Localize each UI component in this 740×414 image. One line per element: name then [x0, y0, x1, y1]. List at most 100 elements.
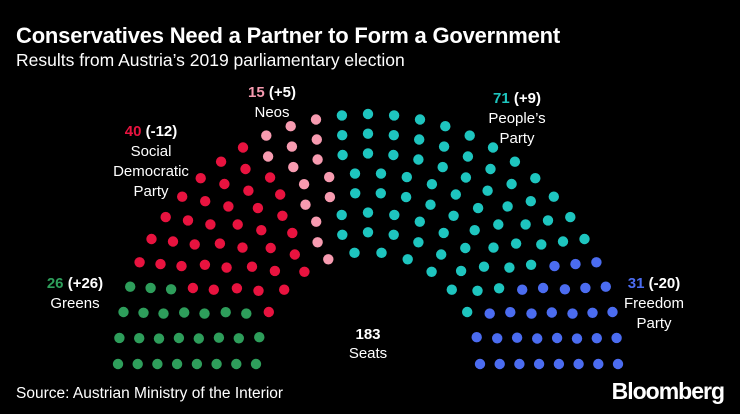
seat-spo — [146, 233, 157, 245]
party-name-spo-line2: Democratic — [113, 163, 189, 180]
seat-fpo — [551, 332, 563, 344]
seat-ovp — [438, 227, 449, 239]
seat-ovp — [509, 156, 521, 167]
seat-ovp — [565, 211, 576, 223]
seat-spo — [200, 196, 211, 207]
seat-greens — [179, 307, 190, 318]
seat-ovp — [460, 172, 472, 183]
seat-ovp — [349, 247, 360, 258]
seat-fpo — [537, 282, 549, 294]
seat-ovp — [426, 179, 438, 190]
party-label-fpo: 31 (-20) Freedom Party — [606, 274, 702, 334]
seat-ovp — [414, 134, 425, 145]
party-change-ovp: (+9) — [513, 90, 541, 107]
party-name-fpo-line2: Party — [636, 315, 672, 332]
seat-fpo — [607, 306, 618, 318]
seat-spo — [237, 142, 249, 153]
seat-greens — [193, 333, 204, 344]
seat-greens — [199, 308, 210, 319]
seat-greens — [132, 358, 143, 370]
seat-fpo — [593, 358, 604, 370]
seat-ovp — [362, 207, 374, 218]
seat-greens — [233, 333, 244, 344]
seat-ovp — [482, 185, 493, 196]
seat-greens — [165, 284, 177, 295]
seat-ovp — [493, 219, 504, 230]
seat-greens — [171, 358, 183, 370]
seat-spo — [265, 242, 276, 254]
party-name-ovp-line2: Party — [499, 130, 535, 147]
seat-neos — [311, 134, 322, 145]
seat-ovp — [502, 201, 513, 212]
seat-fpo — [474, 358, 486, 370]
seat-spo — [277, 210, 288, 221]
seat-fpo — [570, 258, 581, 270]
party-change-spo: (-12) — [145, 123, 178, 140]
party-seats-neos: 15 — [248, 84, 265, 101]
seat-ovp — [530, 173, 541, 184]
seat-neos — [324, 191, 336, 203]
seat-greens — [153, 333, 165, 344]
seat-fpo — [559, 284, 571, 295]
party-seats-fpo: 31 — [627, 275, 645, 292]
seat-spo — [252, 202, 264, 214]
seat-ovp — [548, 191, 559, 202]
seat-ovp — [388, 229, 399, 240]
seat-spo — [232, 219, 243, 230]
seat-ovp — [425, 199, 436, 210]
seat-ovp — [414, 216, 425, 227]
seat-greens — [211, 358, 222, 370]
seat-greens — [213, 332, 225, 343]
seat-fpo — [484, 308, 495, 319]
seat-spo — [208, 284, 219, 295]
seat-fpo — [517, 284, 528, 295]
seat-ovp — [413, 154, 424, 165]
seat-greens — [173, 332, 185, 344]
seat-neos — [323, 254, 334, 265]
seat-neos — [262, 151, 274, 162]
seat-ovp — [493, 283, 505, 294]
party-change-greens: (+26) — [67, 275, 104, 292]
chart-subtitle: Results from Austria’s 2019 parliamentar… — [16, 50, 405, 70]
total-seats-value: 183 — [355, 326, 381, 343]
seat-greens — [191, 358, 203, 370]
seat-spo — [187, 282, 199, 294]
seat-neos — [300, 199, 311, 210]
seat-fpo — [532, 333, 543, 344]
seat-ovp — [376, 247, 387, 258]
seat-ovp — [478, 261, 490, 272]
seat-ovp — [520, 219, 531, 230]
seat-ovp — [557, 236, 569, 247]
party-change-neos: (+5) — [268, 84, 296, 101]
seat-ovp — [336, 110, 348, 121]
seat-greens — [241, 308, 252, 319]
seat-spo — [231, 283, 243, 294]
seat-ovp — [426, 266, 437, 277]
seat-ovp — [337, 229, 348, 240]
seat-ovp — [436, 249, 447, 260]
seat-ovp — [337, 149, 348, 161]
seat-ovp — [336, 209, 347, 221]
seat-spo — [221, 262, 232, 273]
seat-greens — [152, 358, 163, 370]
seat-greens — [145, 282, 156, 294]
seat-greens — [231, 358, 242, 370]
seat-ovp — [350, 188, 361, 199]
seat-ovp — [362, 227, 374, 238]
seat-ovp — [506, 178, 517, 190]
seat-fpo — [553, 358, 565, 370]
seat-spo — [205, 219, 216, 230]
seat-ovp — [462, 151, 474, 162]
seat-spo — [176, 260, 187, 272]
seat-spo — [214, 238, 226, 249]
seat-ovp — [472, 285, 483, 296]
seat-greens — [112, 358, 124, 370]
total-seats-text: Seats — [348, 345, 388, 362]
seat-ovp — [362, 148, 374, 159]
seat-spo — [279, 284, 290, 295]
seat-neos — [261, 130, 272, 141]
seat-neos — [298, 179, 310, 190]
seat-ovp — [579, 233, 590, 245]
seat-spo — [264, 172, 276, 183]
